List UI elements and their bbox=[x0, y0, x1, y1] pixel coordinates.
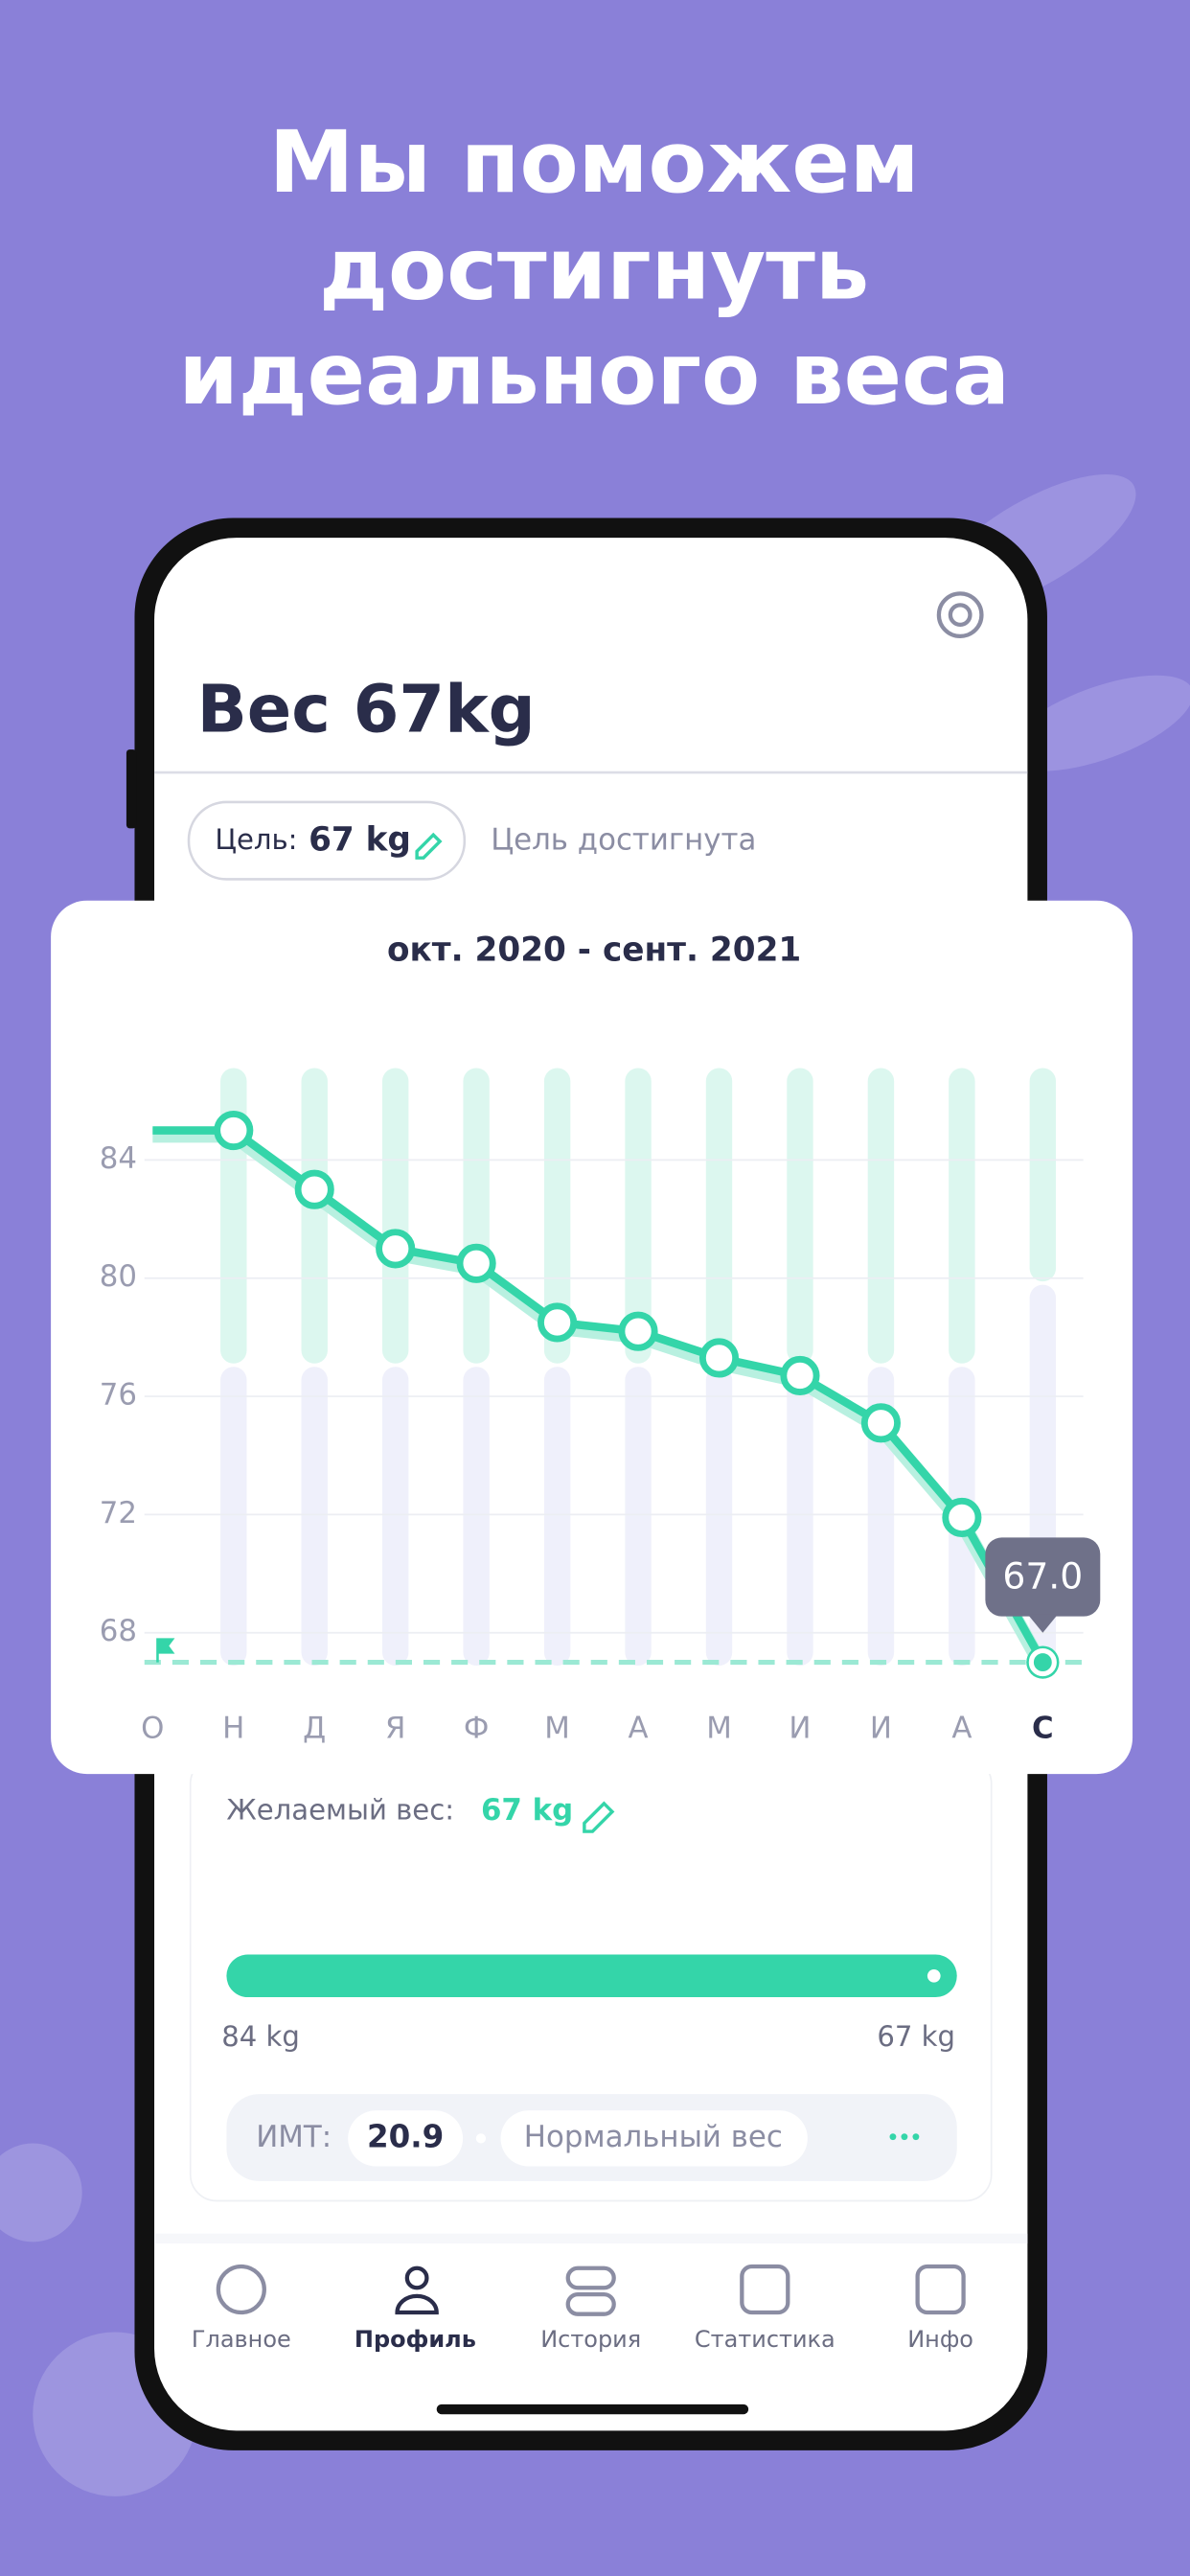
data-label: 67.0 bbox=[1002, 1555, 1083, 1598]
column-bg bbox=[381, 1367, 409, 1667]
column-bg bbox=[1029, 1068, 1057, 1282]
point bbox=[780, 1355, 820, 1396]
tab-icon bbox=[565, 2266, 616, 2290]
column-bg bbox=[625, 1367, 652, 1667]
x-tick-label: И bbox=[870, 1711, 892, 1745]
headline: Мы поможем bbox=[269, 113, 920, 213]
column-bg bbox=[543, 1068, 571, 1364]
column-bg bbox=[301, 1068, 328, 1364]
tab-icon bbox=[395, 2293, 439, 2315]
tooltip bbox=[985, 1537, 1101, 1617]
tab-icon bbox=[915, 2264, 966, 2315]
column-bg bbox=[301, 1367, 328, 1667]
chart-title: окт. 2020 - сент. 2021 bbox=[387, 931, 801, 969]
bmi-status-pill bbox=[500, 2110, 808, 2167]
point bbox=[942, 1497, 982, 1538]
target-label: Желаемый вес: bbox=[226, 1793, 454, 1826]
tabbar-shadow bbox=[154, 2233, 1028, 2244]
x-tick-label: И bbox=[789, 1711, 811, 1745]
x-tick-label: Я bbox=[385, 1711, 405, 1745]
x-tick-label: С bbox=[1032, 1711, 1054, 1745]
goal-label: Цель: bbox=[215, 823, 297, 856]
tab-icon bbox=[740, 2264, 790, 2315]
more-icon[interactable] bbox=[889, 2133, 920, 2141]
y-tick-label: 68 bbox=[100, 1614, 137, 1648]
column-bg bbox=[867, 1068, 895, 1364]
tooltip-arrow bbox=[1027, 1614, 1058, 1633]
y-tick-label: 80 bbox=[100, 1259, 137, 1294]
point bbox=[860, 1403, 901, 1443]
tab-icon bbox=[565, 2291, 616, 2316]
y-tick-label: 72 bbox=[100, 1496, 137, 1530]
point bbox=[618, 1311, 658, 1351]
x-tick-label: Ф bbox=[464, 1711, 490, 1745]
chart: 68 72 76 80 84 О Н Д Я Ф М А М И И А С 67.0 bbox=[100, 1068, 1101, 1745]
x-tick-label: О bbox=[141, 1711, 164, 1745]
end-weight: 67 kg bbox=[877, 2020, 955, 2053]
column-bg bbox=[787, 1367, 813, 1667]
dot bbox=[475, 2133, 487, 2144]
edit-icon[interactable] bbox=[583, 1801, 615, 1833]
phone-button bbox=[126, 749, 137, 829]
goal-flag bbox=[156, 1638, 175, 1663]
column-bg bbox=[220, 1367, 247, 1667]
leaf-decoration bbox=[1006, 675, 1190, 771]
column-bg bbox=[787, 1068, 813, 1364]
home-indicator bbox=[436, 2404, 749, 2415]
tab-icon bbox=[216, 2264, 266, 2315]
column-bg bbox=[463, 1367, 490, 1667]
bmi-pill bbox=[348, 2110, 464, 2167]
column-bg bbox=[463, 1068, 490, 1364]
decoration bbox=[0, 2143, 82, 2242]
headline: достигнуть bbox=[319, 219, 869, 319]
point bbox=[698, 1338, 740, 1378]
tab-icon bbox=[404, 2266, 429, 2290]
start-weight: 84 kg bbox=[221, 2020, 300, 2053]
y-tick-label: 84 bbox=[100, 1141, 137, 1176]
tab-label[interactable]: Статистика bbox=[695, 2326, 835, 2353]
column-bg bbox=[705, 1068, 733, 1364]
column-bg bbox=[381, 1068, 409, 1364]
tab-label[interactable]: Инфо bbox=[907, 2326, 973, 2353]
tab-label[interactable]: Профиль bbox=[355, 2326, 476, 2353]
goal-value: 67 kg bbox=[309, 821, 411, 860]
x-tick-label: А bbox=[629, 1711, 649, 1745]
bmi-label: ИМТ: bbox=[256, 2120, 332, 2154]
settings-icon bbox=[948, 603, 973, 628]
x-tick-label: М bbox=[706, 1711, 732, 1745]
column-bg bbox=[949, 1068, 975, 1364]
edit-icon bbox=[415, 832, 443, 860]
x-tick-label: Д bbox=[303, 1711, 326, 1745]
column-bg bbox=[705, 1367, 733, 1667]
x-tick-label: Н bbox=[222, 1711, 244, 1745]
headline: идеального веса bbox=[178, 325, 1010, 425]
point bbox=[294, 1169, 334, 1209]
tab-label[interactable]: История bbox=[540, 2326, 641, 2353]
progress-bar bbox=[226, 1954, 957, 1998]
point bbox=[376, 1229, 416, 1269]
bmi-status: Нормальный вес bbox=[524, 2120, 783, 2154]
tab-label[interactable]: Главное bbox=[192, 2326, 291, 2353]
screen-title: Вес 67kg bbox=[197, 671, 536, 748]
progress-knob bbox=[927, 1968, 941, 1983]
goal-status: Цель достигнута bbox=[491, 823, 756, 858]
bmi-value: 20.9 bbox=[367, 2118, 444, 2154]
goal-pill[interactable] bbox=[187, 800, 467, 881]
y-tick-label: 76 bbox=[100, 1378, 137, 1413]
column-bg bbox=[543, 1367, 571, 1667]
point bbox=[456, 1243, 496, 1283]
point-ring bbox=[1028, 1648, 1057, 1677]
settings-icon[interactable] bbox=[936, 591, 984, 639]
point bbox=[214, 1110, 254, 1151]
target-value: 67 kg bbox=[481, 1793, 573, 1828]
x-tick-label: А bbox=[951, 1711, 972, 1745]
column-bg bbox=[625, 1068, 652, 1364]
point bbox=[538, 1302, 578, 1343]
x-tick-label: М bbox=[544, 1711, 570, 1745]
